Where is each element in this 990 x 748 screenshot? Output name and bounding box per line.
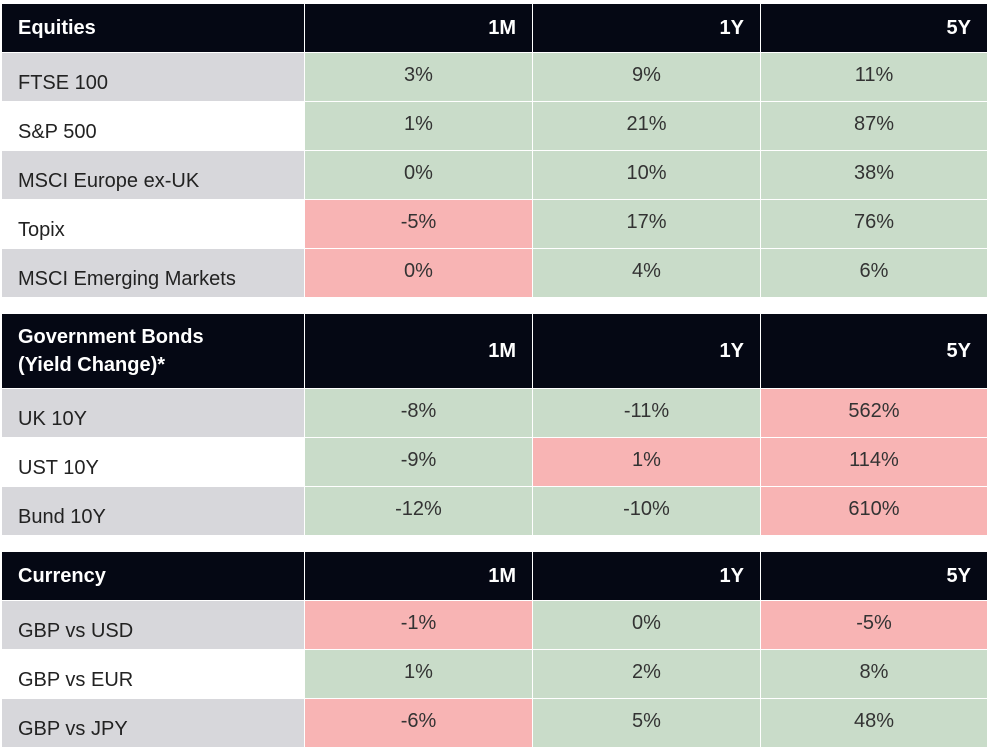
currency-table: Currency 1M 1Y 5Y GBP vs USD -1% 0% -5% … (2, 552, 987, 747)
value-cell: 0% (304, 151, 532, 199)
value-cell: -8% (304, 389, 532, 437)
table-row: Bund 10Y -12% -10% 610% (2, 486, 987, 535)
row-label: Bund 10Y (2, 487, 304, 535)
value-cell: 610% (760, 487, 987, 535)
section-title: Government Bonds (Yield Change)* (2, 314, 304, 388)
value-cell: 1% (304, 650, 532, 698)
value-cell: 76% (760, 200, 987, 248)
value-cell: -6% (304, 699, 532, 747)
column-header-1m: 1M (304, 4, 532, 52)
table-header: Currency 1M 1Y 5Y (2, 552, 987, 600)
value-cell: 10% (532, 151, 760, 199)
row-label: GBP vs JPY (2, 699, 304, 747)
table-row: MSCI Europe ex-UK 0% 10% 38% (2, 150, 987, 199)
row-label: MSCI Europe ex-UK (2, 151, 304, 199)
table-row: Topix -5% 17% 76% (2, 199, 987, 248)
table-header: Equities 1M 1Y 5Y (2, 4, 987, 52)
value-cell: 114% (760, 438, 987, 486)
value-cell: -12% (304, 487, 532, 535)
section-title-line-1: Government Bonds (18, 326, 204, 348)
table-row: GBP vs USD -1% 0% -5% (2, 600, 987, 649)
table-header: Government Bonds (Yield Change)* 1M 1Y 5… (2, 314, 987, 388)
value-cell: 3% (304, 53, 532, 101)
table-row: MSCI Emerging Markets 0% 4% 6% (2, 248, 987, 297)
value-cell: 48% (760, 699, 987, 747)
value-cell: -9% (304, 438, 532, 486)
section-title: Equities (2, 4, 304, 52)
row-label: UST 10Y (2, 438, 304, 486)
column-header-5y: 5Y (760, 314, 987, 388)
value-cell: 1% (304, 102, 532, 150)
column-header-1m: 1M (304, 314, 532, 388)
column-header-5y: 5Y (760, 4, 987, 52)
column-header-1y: 1Y (532, 4, 760, 52)
value-cell: 5% (532, 699, 760, 747)
value-cell: 87% (760, 102, 987, 150)
value-cell: -10% (532, 487, 760, 535)
table-row: UST 10Y -9% 1% 114% (2, 437, 987, 486)
value-cell: 2% (532, 650, 760, 698)
column-header-5y: 5Y (760, 552, 987, 600)
row-label: MSCI Emerging Markets (2, 249, 304, 297)
value-cell: 9% (532, 53, 760, 101)
equities-table: Equities 1M 1Y 5Y FTSE 100 3% 9% 11% S&P… (2, 4, 987, 297)
value-cell: 1% (532, 438, 760, 486)
row-label: Topix (2, 200, 304, 248)
value-cell: -11% (532, 389, 760, 437)
row-label: UK 10Y (2, 389, 304, 437)
row-label: S&P 500 (2, 102, 304, 150)
table-row: GBP vs JPY -6% 5% 48% (2, 698, 987, 747)
section-title-line-2: (Yield Change)* (18, 354, 166, 376)
value-cell: 38% (760, 151, 987, 199)
government-bonds-table: Government Bonds (Yield Change)* 1M 1Y 5… (2, 314, 987, 535)
row-label: FTSE 100 (2, 53, 304, 101)
value-cell: 11% (760, 53, 987, 101)
value-cell: -5% (760, 601, 987, 649)
value-cell: 4% (532, 249, 760, 297)
column-header-1m: 1M (304, 552, 532, 600)
value-cell: 6% (760, 249, 987, 297)
row-label: GBP vs EUR (2, 650, 304, 698)
value-cell: 562% (760, 389, 987, 437)
column-header-1y: 1Y (532, 552, 760, 600)
value-cell: 21% (532, 102, 760, 150)
column-header-1y: 1Y (532, 314, 760, 388)
table-row: GBP vs EUR 1% 2% 8% (2, 649, 987, 698)
table-row: UK 10Y -8% -11% 562% (2, 388, 987, 437)
value-cell: -5% (304, 200, 532, 248)
value-cell: 17% (532, 200, 760, 248)
value-cell: 0% (304, 249, 532, 297)
table-row: S&P 500 1% 21% 87% (2, 101, 987, 150)
value-cell: -1% (304, 601, 532, 649)
table-row: FTSE 100 3% 9% 11% (2, 52, 987, 101)
section-title: Currency (2, 552, 304, 600)
value-cell: 8% (760, 650, 987, 698)
value-cell: 0% (532, 601, 760, 649)
row-label: GBP vs USD (2, 601, 304, 649)
